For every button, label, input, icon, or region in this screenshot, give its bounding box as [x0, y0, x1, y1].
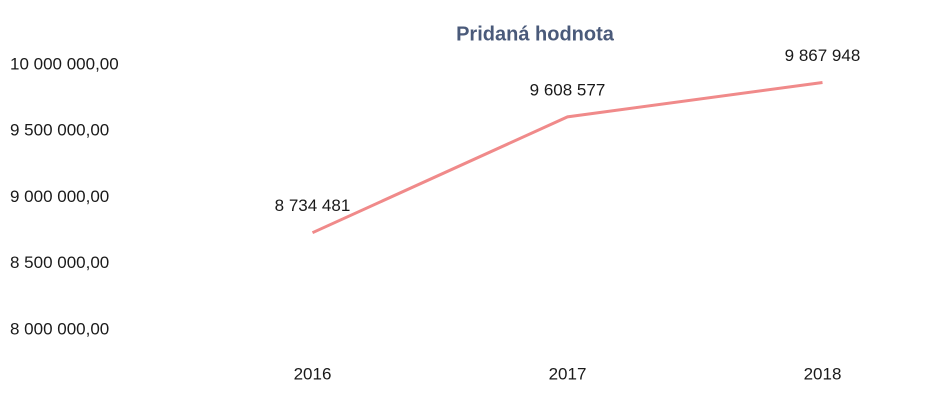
data-line	[311, 81, 823, 235]
y-tick-label: 8 000 000,00	[10, 319, 109, 338]
data-label: 9 867 948	[785, 46, 861, 65]
data-label: 9 608 577	[530, 80, 606, 99]
y-tick-label: 9 000 000,00	[10, 187, 109, 206]
y-tick-label: 9 500 000,00	[10, 121, 109, 140]
x-tick-label: 2017	[549, 364, 587, 383]
data-label: 8 734 481	[275, 196, 351, 215]
x-tick-label: 2016	[294, 364, 332, 383]
y-tick-label: 8 500 000,00	[10, 253, 109, 272]
chart-title: Pridaná hodnota	[456, 23, 615, 45]
y-tick-label: 10 000 000,00	[10, 54, 119, 73]
x-tick-label: 2018	[804, 364, 842, 383]
